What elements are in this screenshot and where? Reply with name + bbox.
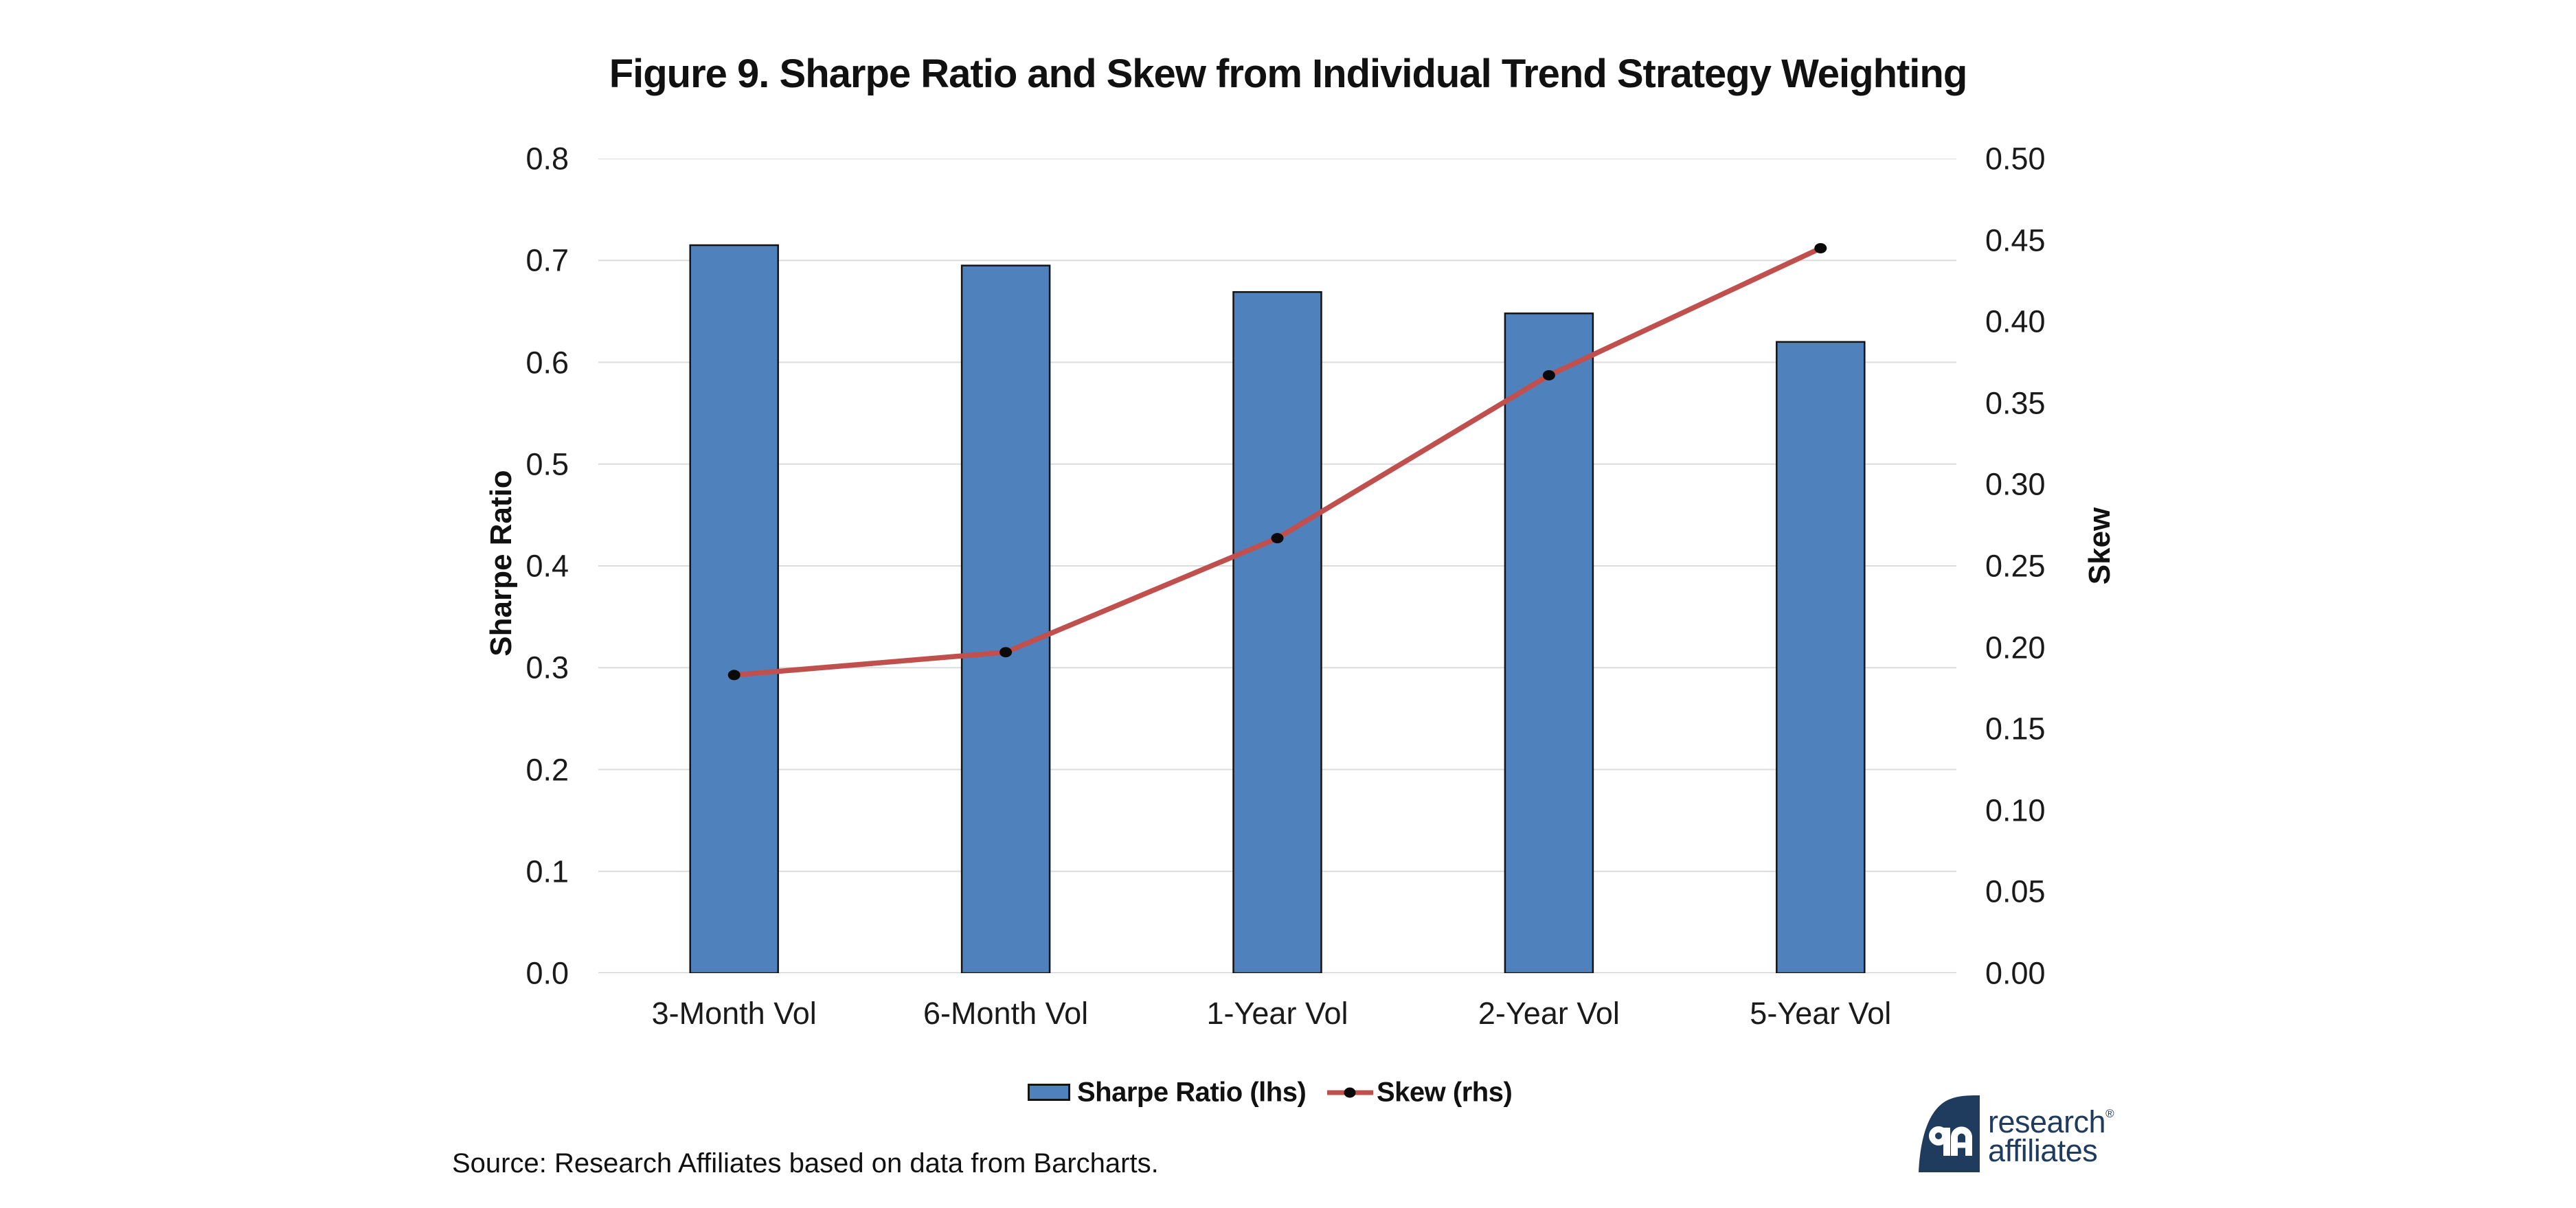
left-axis-tick-0.6: 0.6 [526,345,569,380]
legend-swatch-sharpe-ratio [1028,1084,1070,1101]
plot-area [598,159,1956,973]
legend-label-sharpe-ratio: Sharpe Ratio (lhs) [1077,1077,1307,1108]
right-axis-tick-0.40: 0.40 [1985,304,2046,339]
x-axis-label-3-month-vol: 3-Month Vol [651,996,817,1031]
left-axis-title: Sharpe Ratio [484,470,518,657]
right-axis-tick-0.25: 0.25 [1985,548,2046,584]
right-axis-tick-0.20: 0.20 [1985,630,2046,665]
left-axis-tick-0.5: 0.5 [526,446,569,482]
source-note: Source: Research Affiliates based on dat… [452,1148,1159,1178]
skew-marker-1-year-vol [1271,533,1284,544]
left-axis-tick-0.8: 0.8 [526,141,569,176]
bar-1-year-vol [1232,290,1322,973]
skew-marker-3-month-vol [727,670,741,681]
right-axis-tick-0.45: 0.45 [1985,223,2046,258]
research-affiliates-logo-icon [1919,1095,1980,1172]
x-axis-label-6-month-vol: 6-Month Vol [923,996,1089,1031]
right-axis-tick-0.30: 0.30 [1985,466,2046,502]
left-axis-tick-0.0: 0.0 [526,955,569,991]
skew-marker-2-year-vol [1542,369,1555,380]
bar-3-month-vol [689,244,779,973]
bar-2-year-vol [1504,312,1594,973]
right-axis-tick-0.50: 0.50 [1985,141,2046,176]
x-axis-label-1-year-vol: 1-Year Vol [1206,996,1348,1031]
right-axis-tick-0.00: 0.00 [1985,955,2046,991]
research-affiliates-logo-text: research® affiliates [1988,1099,2114,1168]
right-axis-tick-0.15: 0.15 [1985,711,2046,747]
x-axis-label-2-year-vol: 2-Year Vol [1478,996,1620,1031]
left-axis-tick-0.4: 0.4 [526,548,569,584]
registered-trademark-icon: ® [2105,1107,2114,1120]
right-axis-tick-0.35: 0.35 [1985,385,2046,421]
right-axis-tick-0.10: 0.10 [1985,793,2046,828]
left-axis-tick-0.2: 0.2 [526,752,569,787]
left-axis-tick-0.1: 0.1 [526,854,569,889]
bar-5-year-vol [1776,341,1866,973]
legend-marker-dot-skew [1344,1087,1356,1098]
chart-title: Figure 9. Sharpe Ratio and Skew from Ind… [609,52,1968,96]
x-axis-label-5-year-vol: 5-Year Vol [1750,996,1892,1031]
right-axis-title: Skew [2083,507,2116,585]
ra-monogram [1929,1126,1972,1156]
logo-line2: affiliates [1988,1133,2098,1168]
legend-label-skew: Skew (rhs) [1377,1077,1513,1108]
skew-marker-6-month-vol [999,647,1013,658]
bar-6-month-vol [960,264,1051,973]
right-axis-tick-0.05: 0.05 [1985,874,2046,909]
logo-line1: research [1988,1104,2106,1139]
left-axis-tick-0.7: 0.7 [526,242,569,278]
skew-marker-5-year-vol [1814,242,1827,253]
left-axis-tick-0.3: 0.3 [526,650,569,685]
